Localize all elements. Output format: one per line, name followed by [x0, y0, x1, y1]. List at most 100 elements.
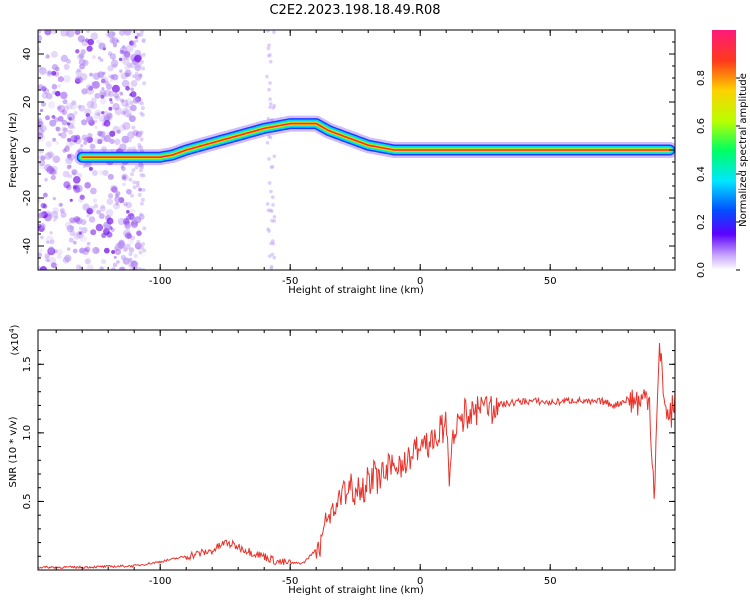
noise-dot	[123, 247, 128, 252]
colorbar-tick-label: 0.8	[696, 70, 707, 86]
noise-dot	[69, 139, 76, 146]
noise-dot	[62, 170, 70, 178]
noise-dot	[60, 30, 68, 37]
noise-dot	[130, 235, 136, 241]
noise-dot	[129, 61, 137, 69]
noise-dot	[75, 135, 81, 140]
noise-dot	[45, 54, 50, 59]
noise-dot	[75, 264, 81, 270]
noise-dot	[115, 95, 121, 101]
noise-dot	[139, 212, 144, 217]
noise-dot	[267, 87, 271, 92]
noise-dot	[112, 125, 120, 133]
noise-dot	[140, 30, 144, 34]
noise-dot	[119, 69, 123, 73]
noise-dot	[64, 146, 70, 152]
noise-dot	[96, 130, 103, 137]
noise-dot	[62, 99, 68, 105]
noise-dot	[68, 217, 75, 224]
noise-dot	[271, 202, 275, 207]
noise-dot	[267, 134, 271, 139]
noise-dot	[266, 208, 271, 213]
noise-dot	[101, 135, 107, 142]
noise-dot	[106, 231, 113, 238]
noise-dot	[265, 202, 270, 206]
noise-dot	[131, 125, 136, 130]
noise-dot	[114, 194, 119, 198]
noise-dot	[104, 224, 111, 231]
noise-dot	[57, 104, 66, 113]
noise-dot	[100, 130, 106, 137]
noise-dot	[142, 226, 147, 231]
x-tick-label: 0	[417, 576, 423, 587]
noise-dot	[137, 267, 142, 270]
noise-dot	[105, 132, 111, 138]
noise-dot	[75, 230, 84, 239]
noise-dot	[72, 240, 77, 245]
noise-dot	[86, 30, 90, 34]
noise-dot	[97, 71, 105, 79]
noise-dot	[141, 187, 146, 192]
noise-dot	[139, 137, 144, 142]
noise-dot	[47, 212, 53, 218]
noise-dot	[77, 104, 82, 109]
noise-dot	[45, 235, 54, 244]
noise-dot	[60, 91, 68, 100]
noise-dot	[67, 153, 75, 161]
noise-dot	[79, 247, 86, 254]
noise-dot	[72, 185, 77, 190]
noise-dot	[66, 184, 72, 191]
noise-dot	[270, 252, 275, 257]
ridge-band	[81, 122, 671, 158]
noise-dot	[50, 174, 56, 181]
noise-dot	[265, 140, 270, 145]
noise-dot	[92, 246, 100, 255]
noise-dot	[270, 195, 275, 199]
noise-dot	[126, 62, 132, 68]
noise-dot	[86, 241, 91, 246]
noise-dot	[38, 197, 41, 204]
noise-dot	[123, 109, 132, 118]
noise-dot	[54, 66, 60, 72]
noise-dot	[121, 135, 130, 144]
snr-scale-label: (x104)	[8, 324, 21, 355]
noise-dot	[44, 30, 52, 36]
noise-dot	[39, 211, 45, 218]
noise-dot	[100, 204, 105, 209]
noise-dot	[96, 112, 101, 116]
noise-dot	[97, 56, 101, 60]
noise-dot	[119, 49, 125, 55]
noise-dot	[134, 49, 142, 57]
noise-dot	[86, 45, 93, 52]
noise-dot	[109, 37, 116, 44]
noise-dot	[123, 201, 128, 207]
colorbar-tick-label: 0.2	[696, 214, 707, 230]
noise-dot	[73, 175, 81, 184]
noise-dot	[114, 138, 121, 145]
x-tick-label: 0	[417, 276, 423, 287]
noise-dot	[66, 247, 71, 251]
noise-dot	[109, 98, 113, 102]
noise-dot	[124, 64, 131, 71]
noise-dot	[129, 93, 133, 97]
noise-dot	[106, 217, 114, 225]
noise-dot	[110, 78, 114, 82]
noise-dot	[87, 133, 93, 139]
noise-dot	[113, 92, 119, 99]
noise-dot	[39, 248, 43, 253]
noise-dot	[271, 106, 276, 110]
noise-dot	[272, 30, 276, 34]
noise-dot	[75, 49, 80, 54]
noise-dot	[125, 201, 133, 209]
noise-dot	[130, 87, 134, 92]
noise-dot	[84, 246, 91, 253]
noise-dot	[116, 39, 120, 43]
noise-dot	[137, 246, 141, 251]
noise-dot	[73, 134, 81, 142]
noise-dot	[121, 111, 126, 116]
noise-dot	[102, 110, 109, 117]
noise-dot	[121, 49, 125, 53]
noise-dot	[65, 144, 70, 150]
noise-dot	[62, 127, 69, 133]
noise-dot	[49, 239, 55, 245]
